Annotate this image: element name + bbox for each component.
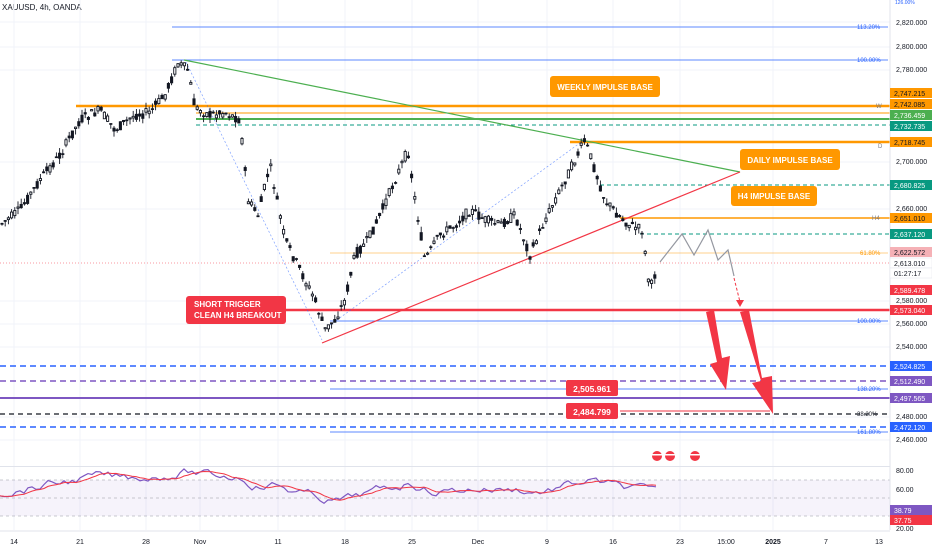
green-trendline [183, 59, 741, 173]
time-tick: 16 [609, 539, 617, 546]
fib-labels: 113.20% 100.00% 61.80% 100.00% 138.20% 3… [857, 25, 881, 436]
blue-dotted-line-2 [329, 139, 585, 326]
price-tick: 2,540.000 [896, 344, 927, 351]
h4-impulse-label: H4 IMPULSE BASE [738, 192, 811, 201]
rsi-tick: 80.00 [896, 468, 914, 475]
marker-h4: H4 [872, 216, 880, 222]
time-tick: 28 [142, 539, 150, 546]
time-tick: Dec [472, 539, 485, 546]
short-trigger-line1: SHORT TRIGGER [194, 300, 261, 309]
rsi-pane-divider [0, 466, 890, 467]
rsi-value: 38.79 [894, 508, 912, 515]
economic-event-icons[interactable] [652, 451, 700, 461]
time-tick: 7 [824, 539, 828, 546]
target-arrow-1 [706, 310, 730, 390]
price-tick: 2,580.000 [896, 298, 927, 305]
time-tick: 13 [875, 539, 883, 546]
projection-dashed [733, 277, 741, 303]
price-tick: 2,820.000 [896, 20, 927, 27]
time-tick: 15:00 [717, 539, 735, 546]
daily-impulse-label: DAILY IMPULSE BASE [747, 156, 833, 165]
fib-161-label: 161.80% [857, 430, 881, 436]
grid [0, 0, 890, 530]
badge-2622: 2,622.572 [894, 250, 925, 257]
badge-2637: 2,637.120 [894, 232, 925, 239]
weekly-impulse-annotation[interactable]: WEEKLY IMPULSE BASE [550, 76, 660, 97]
price-tick: 2,700.000 [896, 159, 927, 166]
badge-2613: 2,613.010 [894, 261, 925, 268]
badge-2524: 2,524.825 [894, 364, 925, 371]
projection-path [659, 228, 735, 277]
symbol-title: XAUUSD, 4h, OANDA [2, 3, 82, 12]
price-tick: 2,460.000 [896, 437, 927, 444]
projection-arrowhead [736, 300, 744, 307]
badge-2651: 2,651.010 [894, 216, 925, 223]
time-tick: 11 [274, 539, 281, 546]
badge-2512: 2,512.490 [894, 379, 925, 386]
level-badges: 2,747.215 2,742.085 2,736.459 2,732.735 … [889, 88, 932, 432]
rsi-axis: 80.00 60.00 38.79 37.75 20.00 [890, 468, 932, 533]
rsi-ma-value: 37.75 [894, 518, 912, 525]
blue-dotted-line-1 [185, 61, 323, 341]
us-flag-icon[interactable] [665, 451, 675, 461]
level-markers: W D H4 [872, 104, 883, 222]
time-tick: 21 [76, 539, 84, 546]
short-trigger-line2: CLEAN H4 BREAKOUT [194, 311, 282, 320]
weekly-impulse-label: WEEKLY IMPULSE BASE [557, 83, 653, 92]
time-tick: 23 [676, 539, 684, 546]
fib-61-label: 61.80% [860, 251, 881, 257]
short-trigger-annotation[interactable]: SHORT TRIGGER CLEAN H4 BREAKOUT [186, 296, 286, 324]
badge-2472: 2,472.120 [894, 425, 925, 432]
rsi-tick: 20.00 [896, 526, 914, 533]
time-tick: Nov [194, 539, 207, 546]
time-tick: 9 [545, 539, 549, 546]
time-axis-labels: 14 21 28 Nov 11 18 25 Dec 9 16 23 15:00 … [10, 539, 883, 546]
target2-badge[interactable]: 2,484.799 [566, 403, 618, 419]
fib-100-top-label: 100.00% [857, 58, 881, 64]
price-tick: 2,660.000 [896, 206, 927, 213]
candlesticks [0, 60, 657, 332]
target1-badge[interactable]: 2,505.961 [566, 380, 618, 396]
target-arrow-2 [740, 310, 773, 414]
us-flag-icon[interactable] [652, 451, 662, 461]
target2-label: 2,484.799 [573, 407, 611, 417]
top-fib-label: 126.00% [895, 0, 915, 6]
marker-w: W [876, 104, 882, 110]
daily-impulse-annotation[interactable]: DAILY IMPULSE BASE [740, 149, 840, 170]
badge-2747: 2,747.215 [894, 91, 925, 98]
rsi-ma-line [0, 470, 657, 501]
marker-d: D [878, 144, 883, 150]
badge-countdown: 01:27:17 [894, 271, 921, 278]
fib-38-label: 38.20% [857, 412, 878, 418]
fib-100-low-label: 100.00% [857, 319, 881, 325]
badge-2736: 2,736.459 [894, 113, 925, 120]
time-tick: 25 [408, 539, 416, 546]
time-axis[interactable] [0, 531, 890, 550]
price-tick: 2,780.000 [896, 67, 927, 74]
target1-label: 2,505.961 [573, 384, 611, 394]
us-flag-icon[interactable] [690, 451, 700, 461]
badge-2732: 2,732.735 [894, 124, 925, 131]
badge-2573: 2,573.040 [894, 308, 925, 315]
price-tick: 2,560.000 [896, 321, 927, 328]
time-tick: 2025 [765, 539, 781, 546]
price-tick: 2,800.000 [896, 44, 927, 51]
time-tick: 14 [10, 539, 18, 546]
rsi-tick: 60.00 [896, 487, 914, 494]
fib-113-label: 113.20% [857, 25, 881, 31]
price-tick: 2,480.000 [896, 414, 927, 421]
h4-impulse-annotation[interactable]: H4 IMPULSE BASE [731, 186, 817, 206]
badge-2718: 2,718.745 [894, 140, 925, 147]
badge-2589: 2,589.478 [894, 288, 925, 295]
badge-2680: 2,680.825 [894, 183, 925, 190]
price-axis-labels: 126.00% 2,820.000 2,800.000 2,780.000 2,… [895, 0, 927, 444]
fib-138-label: 138.20% [857, 387, 881, 393]
time-tick: 18 [341, 539, 349, 546]
badge-2742: 2,742.085 [894, 102, 925, 109]
badge-2497: 2,497.565 [894, 396, 925, 403]
